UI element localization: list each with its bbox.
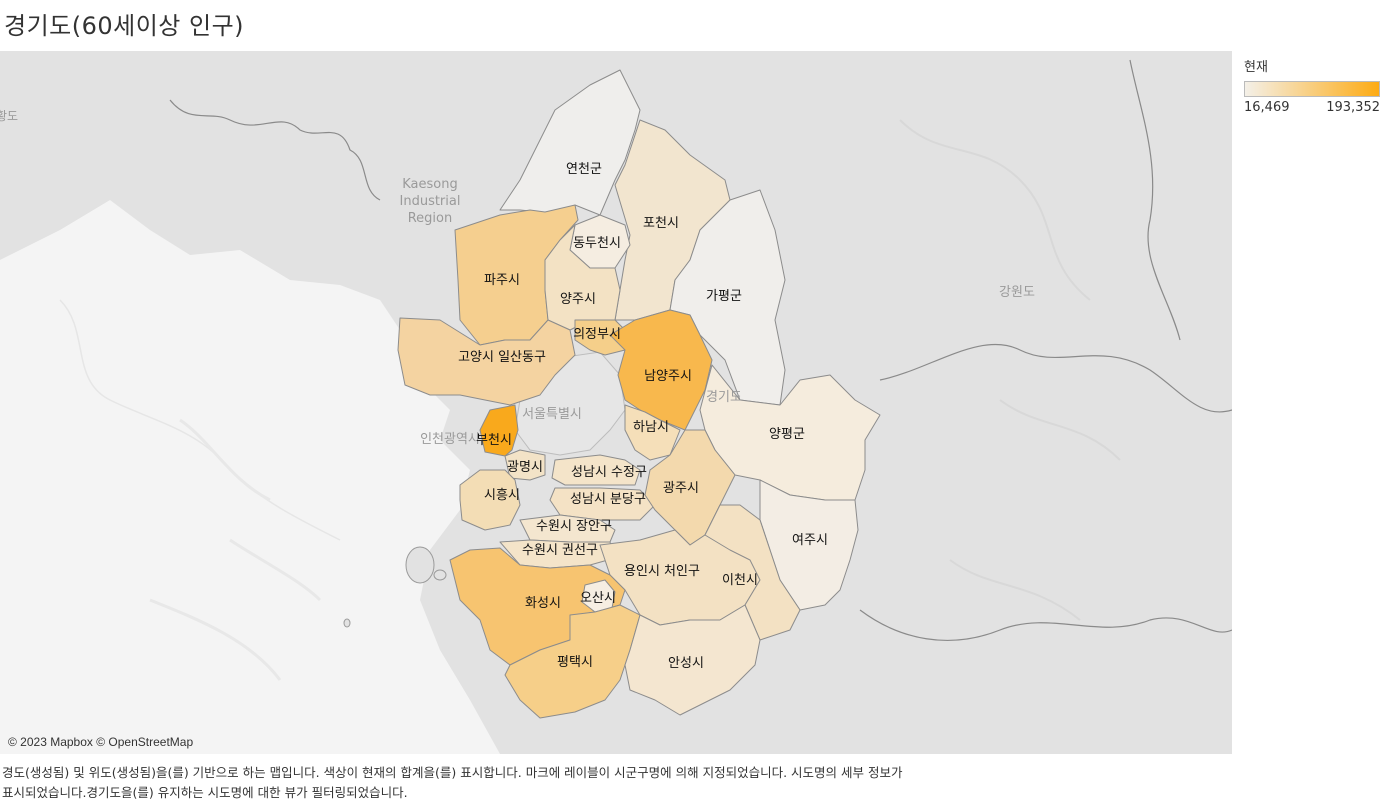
region-label: 오산시	[580, 591, 616, 606]
tidal-flat-detail	[149, 418, 322, 681]
region-label: 수원시 장안구	[536, 519, 612, 534]
bg-label: 황도	[0, 109, 18, 123]
region-siheung[interactable]	[459, 469, 521, 531]
region-label: 가평군	[706, 289, 742, 304]
color-legend: 현재 16,469 193,352	[1244, 56, 1380, 115]
region-label: 화성시	[525, 596, 561, 611]
region-label: 고양시 일산동구	[458, 350, 546, 365]
island	[405, 546, 435, 584]
caption-line: 표시되었습니다.경기도을(를) 유지하는 시도명에 대한 뷰가 필터링되었습니다…	[2, 785, 408, 800]
region-sujeong[interactable]	[551, 454, 641, 486]
region-label: 의정부시	[573, 327, 621, 342]
region-label: 하남시	[633, 420, 669, 435]
region-label: 광주시	[663, 481, 699, 496]
region-bucheon[interactable]	[479, 404, 519, 457]
region-label: 성남시 수정구	[571, 465, 647, 480]
legend-title: 현재	[1244, 60, 1268, 75]
region-anseong[interactable]	[624, 604, 761, 716]
region-label: 포천시	[643, 216, 679, 231]
page-title: 경기도(60세이상 인구)	[4, 12, 245, 40]
bg-label: 서울특별시	[522, 407, 582, 422]
bg-label: Kaesong	[402, 177, 457, 192]
caption-line: 경도(생성됨) 및 위도(생성됨)을(를) 기반으로 하는 맵입니다. 색상이 …	[2, 765, 903, 780]
region-label: 용인시 처인구	[624, 564, 700, 579]
region-bundang[interactable]	[549, 487, 656, 521]
terrain-hint	[899, 119, 1121, 621]
region-gapyeong[interactable]	[669, 189, 786, 406]
island	[433, 569, 447, 581]
region-icheon[interactable]	[704, 504, 801, 641]
island	[343, 618, 351, 628]
region-yeoncheon[interactable]	[499, 69, 641, 216]
region-label: 여주시	[792, 533, 828, 548]
region-label: 수원시 권선구	[522, 543, 598, 558]
map-attribution[interactable]: © 2023 Mapbox © OpenStreetMap	[8, 735, 194, 749]
legend-ticks: 16,469 193,352	[1244, 100, 1380, 115]
region-pyeongtaek[interactable]	[504, 604, 641, 719]
region-label: 남양주시	[644, 369, 692, 384]
legend-max-label: 193,352	[1326, 100, 1380, 115]
region-label: 연천군	[566, 162, 602, 177]
region-label: 양주시	[560, 292, 596, 307]
bg-label: 강원도	[999, 285, 1035, 300]
border-line	[169, 99, 381, 201]
region-label: 평택시	[557, 655, 593, 670]
legend-gradient-bar	[1244, 81, 1380, 97]
region-label: 광명시	[507, 460, 543, 475]
bg-label: 경기도	[706, 390, 742, 405]
region-label: 동두천시	[573, 236, 621, 251]
region-label: 안성시	[668, 656, 704, 671]
region-label: 이천시	[722, 573, 758, 588]
region-label: 양평군	[769, 427, 805, 442]
map-view[interactable]: Kaesong Industrial Region 강원도 서울특별시 인천광역…	[0, 51, 1232, 754]
border-line	[1129, 59, 1181, 341]
border-line	[859, 609, 1232, 641]
region-uijeongbu[interactable]	[574, 319, 631, 356]
coastline-detail	[59, 299, 341, 541]
map-svg[interactable]: Kaesong Industrial Region 강원도 서울특별시 인천광역…	[0, 51, 1232, 754]
region-goyang[interactable]	[397, 317, 576, 406]
map-caption: 경도(생성됨) 및 위도(생성됨)을(를) 기반으로 하는 맵입니다. 색상이 …	[2, 763, 1162, 803]
sea-area	[0, 200, 500, 754]
border-line	[879, 344, 1232, 413]
bg-label: Region	[408, 211, 453, 226]
region-label: 성남시 분당구	[570, 492, 646, 507]
region-label: 시흥시	[484, 488, 520, 503]
region-namyangju[interactable]	[609, 309, 713, 431]
bg-label: Industrial	[400, 194, 461, 209]
region-label: 부천시	[476, 433, 512, 448]
bg-label: 인천광역시	[420, 432, 480, 447]
legend-min-label: 16,469	[1244, 100, 1290, 115]
region-label: 파주시	[484, 273, 520, 288]
